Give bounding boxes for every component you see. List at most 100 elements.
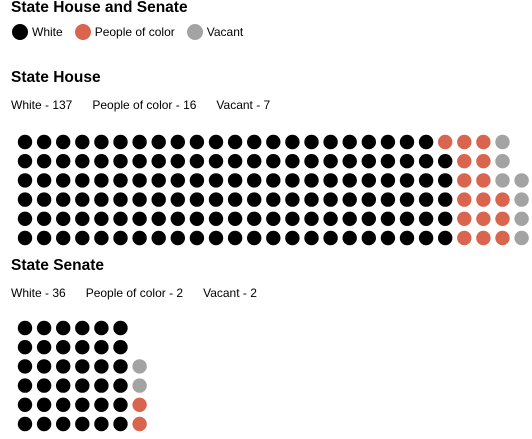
house-dot-white xyxy=(438,192,453,207)
house-dot-white xyxy=(438,154,453,169)
senate-dot-white xyxy=(36,397,52,412)
house-dot-white xyxy=(285,134,300,150)
legend-swatch-people-of-color xyxy=(74,24,91,40)
house-dot-white xyxy=(56,192,71,207)
house-dot-white xyxy=(304,173,319,188)
house-dot-white xyxy=(342,173,357,188)
house-dot-white xyxy=(380,192,396,207)
house-dot-white xyxy=(227,154,243,169)
house-dot-vacant xyxy=(514,230,529,246)
house-dot-white xyxy=(132,134,147,150)
house-dot-white xyxy=(189,154,205,169)
house-dot-white xyxy=(342,211,357,226)
house-dot-white xyxy=(17,192,33,207)
house-dot-white xyxy=(304,230,319,246)
house-dot-white xyxy=(323,230,338,246)
house-dot-white xyxy=(208,173,224,188)
senate-dot-white xyxy=(17,359,33,374)
house-dot-white xyxy=(418,211,434,226)
house-dot-white xyxy=(94,211,109,226)
house-dot-white xyxy=(380,230,396,246)
senate-dot-white xyxy=(36,416,52,432)
house-dot-white xyxy=(227,192,243,207)
senate-dot-white xyxy=(75,397,90,412)
house-title: State House xyxy=(11,69,101,86)
house-dot-white xyxy=(36,173,52,188)
house-dot-people-of-color xyxy=(457,230,472,246)
house-dot-people-of-color xyxy=(457,173,472,188)
house-dot-white xyxy=(323,154,338,169)
house-dot-white xyxy=(342,154,357,169)
senate-dot-white xyxy=(113,340,128,355)
house-dot-white xyxy=(380,154,396,169)
legend-label-people-of-color: People of color xyxy=(94,25,175,39)
legend-title: State House and Senate xyxy=(11,0,188,16)
house-dot-white xyxy=(285,230,300,246)
house-dot-white xyxy=(113,173,128,188)
house-dot-white xyxy=(151,192,166,207)
senate-dot-vacant xyxy=(132,378,147,393)
senate-dot-white xyxy=(36,340,52,355)
house-dot-white xyxy=(113,134,128,150)
house-dot-white xyxy=(132,173,147,188)
house-dot-white xyxy=(36,134,52,150)
house-dot-white xyxy=(132,192,147,207)
house-dot-people-of-color xyxy=(476,173,491,188)
house-dot-white xyxy=(361,154,376,169)
house-dot-white xyxy=(323,192,338,207)
house-count-vacant: Vacant - 7 xyxy=(216,98,271,112)
senate-dot-people-of-color xyxy=(132,397,147,412)
house-dot-white xyxy=(170,134,185,150)
senate-dot-white xyxy=(17,397,33,412)
senate-dot-white xyxy=(56,397,71,412)
senate-dot-white xyxy=(94,359,109,374)
house-dot-people-of-color xyxy=(495,192,510,207)
house-dot-white xyxy=(56,134,71,150)
house-dot-white xyxy=(208,154,224,169)
house-dot-white xyxy=(227,134,243,150)
house-dot-white xyxy=(113,192,128,207)
house-dot-white xyxy=(189,211,205,226)
house-dot-white xyxy=(17,154,33,169)
house-dot-white xyxy=(438,211,453,226)
house-dot-white xyxy=(208,230,224,246)
house-dot-vacant xyxy=(514,192,529,207)
senate-dot-white xyxy=(113,359,128,374)
house-dot-white xyxy=(113,211,128,226)
house-dot-white xyxy=(399,134,415,150)
house-dot-white xyxy=(304,211,319,226)
house-dot-white xyxy=(189,192,205,207)
house-dot-people-of-color xyxy=(476,192,491,207)
senate-dot-white xyxy=(94,320,109,336)
house-dot-white xyxy=(75,134,90,150)
house-dot-white xyxy=(285,211,300,226)
house-dot-white xyxy=(151,134,166,150)
senate-dot-white xyxy=(56,378,71,393)
house-dot-vacant xyxy=(514,211,529,226)
house-dot-white xyxy=(94,173,109,188)
house-dot-white xyxy=(132,211,147,226)
senate-dot-white xyxy=(17,378,33,393)
house-dot-white xyxy=(247,211,262,226)
senate-dot-white xyxy=(56,340,71,355)
house-dot-vacant xyxy=(514,173,529,188)
house-dot-white xyxy=(36,230,52,246)
house-dot-people-of-color xyxy=(457,134,472,150)
house-dot-vacant xyxy=(495,173,510,188)
house-dot-people-of-color xyxy=(457,211,472,226)
house-count-white: White - 137 xyxy=(11,98,73,112)
senate-dot-white xyxy=(113,397,128,412)
house-dot-white xyxy=(323,173,338,188)
senate-dot-white xyxy=(56,359,71,374)
house-dot-white xyxy=(151,173,166,188)
house-dot-white xyxy=(170,211,185,226)
senate-dot-white xyxy=(17,320,33,336)
house-dot-white xyxy=(170,173,185,188)
senate-count-white: White - 36 xyxy=(11,286,66,300)
senate-dot-white xyxy=(56,416,71,432)
house-dot-white xyxy=(247,134,262,150)
house-dot-white xyxy=(247,154,262,169)
house-dot-white xyxy=(75,192,90,207)
legend-item-people-of-color: People of color xyxy=(74,24,175,40)
